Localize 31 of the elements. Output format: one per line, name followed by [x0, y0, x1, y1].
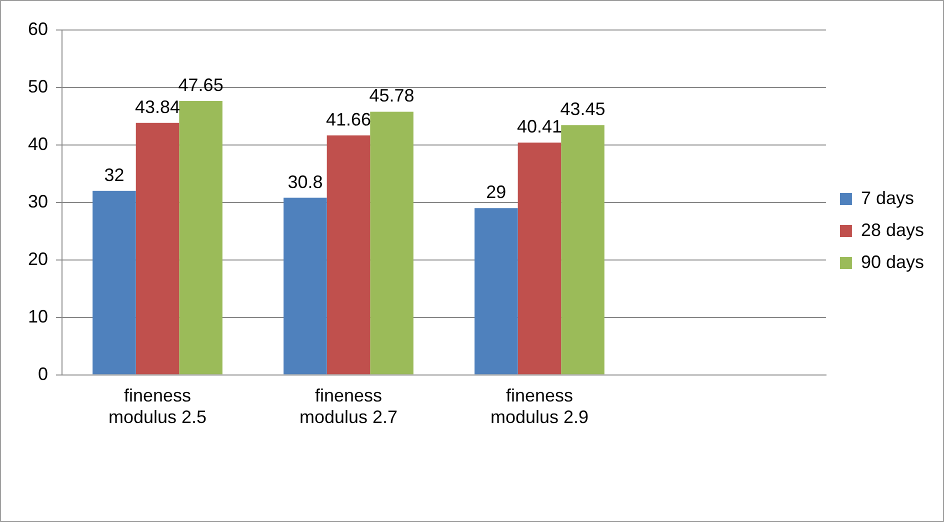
data-label: 45.78: [369, 86, 414, 106]
x-tick-label: fineness modulus 2.9: [490, 386, 589, 428]
bar: [518, 142, 562, 374]
bar: [326, 135, 370, 374]
y-tick-label: 0: [38, 364, 48, 384]
bar: [179, 100, 222, 374]
data-label: 29: [486, 182, 506, 202]
x-tick-label: fineness modulus 2.7: [299, 386, 398, 428]
legend-label: 7 days: [860, 188, 914, 208]
bar: [284, 198, 327, 374]
y-tick-label: 60: [28, 18, 48, 39]
bar: [370, 112, 414, 374]
data-label: 30.8: [288, 172, 323, 192]
data-label: 47.65: [178, 74, 224, 95]
x-tick-label: fineness modulus 2.5: [108, 386, 207, 428]
y-tick-label: 40: [28, 134, 48, 154]
bar: [474, 208, 518, 374]
legend-label: 28 days: [860, 220, 924, 240]
bar: [136, 122, 180, 374]
bar: [561, 125, 604, 374]
bar: [92, 190, 136, 374]
data-label: 40.41: [516, 116, 562, 137]
y-tick-label: 10: [28, 306, 48, 326]
data-label: 41.66: [326, 109, 372, 130]
data-label: 43.45: [560, 99, 606, 120]
y-tick-label: 50: [28, 76, 48, 96]
data-label: 43.84: [134, 96, 180, 117]
y-tick-label: 20: [28, 248, 48, 269]
legend-label: 90 days: [860, 252, 924, 272]
data-label: 32: [104, 164, 124, 185]
y-tick-label: 30: [28, 191, 48, 212]
